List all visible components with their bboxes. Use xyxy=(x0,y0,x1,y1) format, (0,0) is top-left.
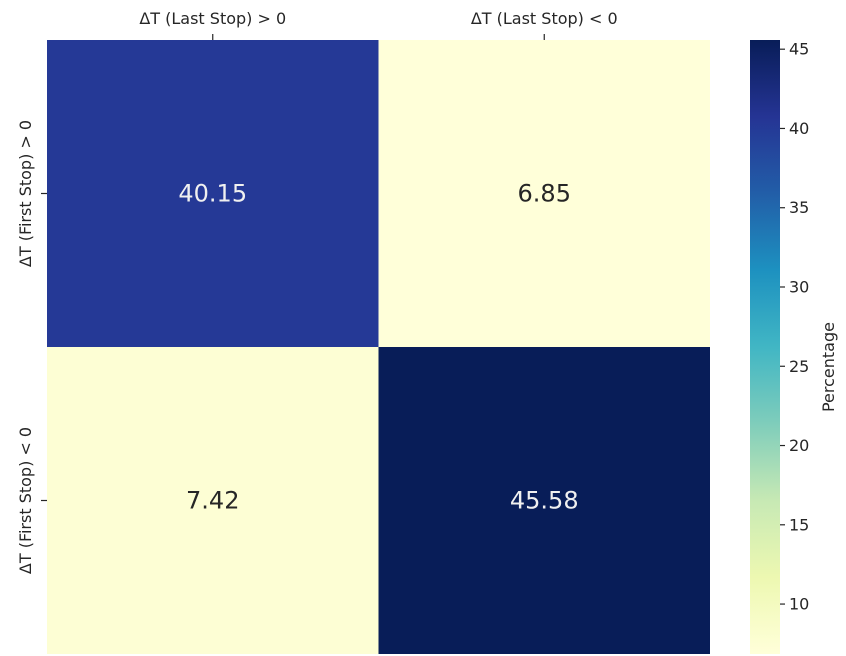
colorbar-tick-label: 30 xyxy=(789,277,809,296)
heatmap-cell xyxy=(47,347,379,654)
x-tick-label: ΔT (Last Stop) > 0 xyxy=(139,9,286,28)
cell-value-label: 45.58 xyxy=(510,487,579,515)
heatmap-cell xyxy=(378,347,710,654)
x-axis: ΔT (Last Stop) > 0 ΔT (Last Stop) < 0 xyxy=(139,9,618,40)
colorbar-ticks: 10 15 20 25 30 35 40 45 xyxy=(780,40,809,614)
y-tick-label: ΔT (First Stop) < 0 xyxy=(16,427,35,574)
y-axis: ΔT (First Stop) > 0 ΔT (First Stop) < 0 xyxy=(16,120,47,574)
y-tick-label: ΔT (First Stop) > 0 xyxy=(16,120,35,267)
heatmap-cell xyxy=(47,40,379,347)
colorbar-tick-label: 45 xyxy=(789,40,809,59)
colorbar-tick-label: 40 xyxy=(789,119,809,138)
heatmap-cell xyxy=(378,40,710,347)
colorbar-tick-label: 20 xyxy=(789,436,809,455)
cell-value-label: 7.42 xyxy=(186,487,239,515)
colorbar: 10 15 20 25 30 35 40 45 Percentage xyxy=(750,40,838,654)
colorbar-tick-label: 35 xyxy=(789,198,809,217)
heatmap-cells xyxy=(47,40,710,654)
colorbar-label: Percentage xyxy=(819,322,838,412)
colorbar-tick-label: 10 xyxy=(789,595,809,614)
colorbar-tick-label: 15 xyxy=(789,515,809,534)
colorbar-tick-label: 25 xyxy=(789,357,809,376)
x-tick-label: ΔT (Last Stop) < 0 xyxy=(471,9,618,28)
cell-value-label: 40.15 xyxy=(178,180,247,208)
colorbar-gradient xyxy=(750,40,780,654)
cell-value-label: 6.85 xyxy=(518,180,571,208)
cell-value-labels: 40.15 6.85 7.42 45.58 xyxy=(178,180,578,515)
